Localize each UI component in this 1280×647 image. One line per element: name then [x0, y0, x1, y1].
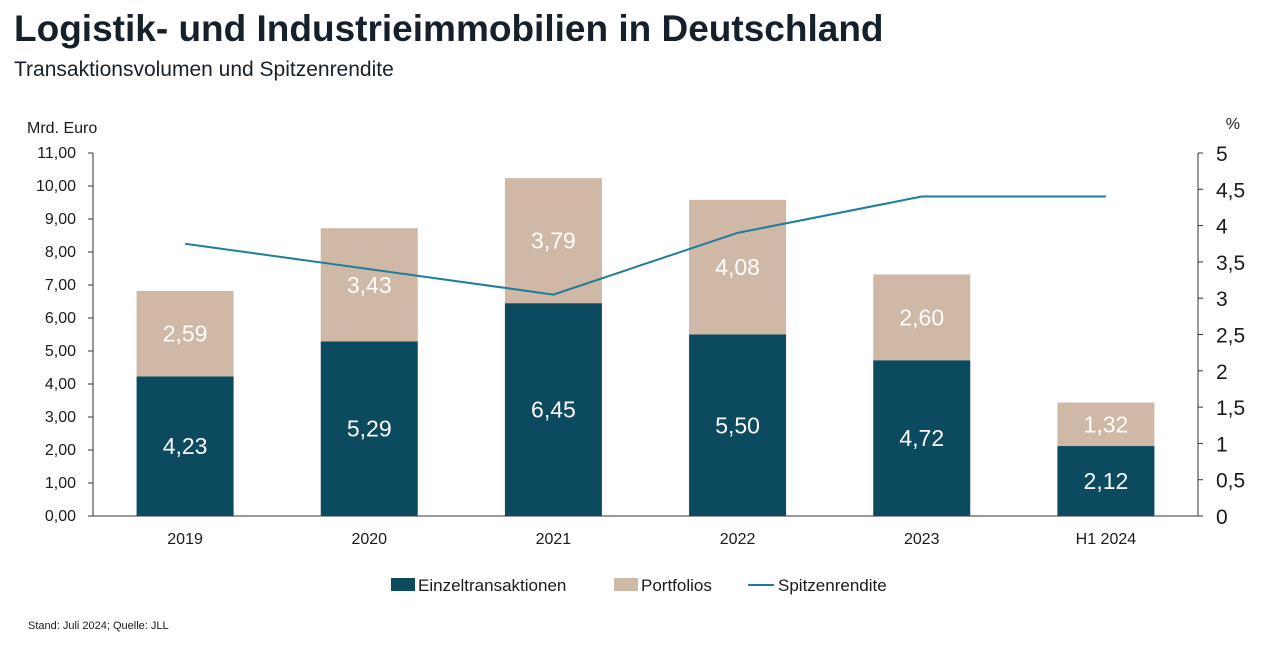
y-left-tick-label: 4,00	[45, 376, 76, 393]
y-right-tick-label: 0,5	[1216, 470, 1245, 493]
data-label-portfolios: 3,43	[347, 272, 392, 298]
bar-portfolios	[689, 199, 787, 335]
data-label-portfolios: 3,79	[531, 228, 576, 254]
bar-portfolios	[1057, 402, 1155, 447]
chart-subtitle: Transaktionsvolumen und Spitzenrendite	[14, 58, 394, 81]
bar-portfolios	[136, 290, 234, 377]
y-right-tick-label: 1,5	[1216, 397, 1245, 420]
y-left-tick-label: 7,00	[45, 277, 76, 294]
y-left-tick-label: 6,00	[45, 310, 76, 327]
y-left-tick-label: 10,00	[36, 178, 76, 195]
data-label-einzeltransaktionen: 4,72	[899, 425, 944, 451]
x-tick-label: 2022	[720, 531, 756, 548]
y-right-tick-label: 1	[1216, 433, 1228, 456]
y-right-tick-label: 0	[1216, 506, 1228, 529]
x-tick-label: 2021	[536, 531, 572, 548]
y-right-tick-label: 4,5	[1216, 179, 1245, 202]
x-tick-label: 2023	[904, 531, 940, 548]
legend-einzeltransaktionen-label: Einzeltransaktionen	[418, 576, 566, 595]
bar-einzeltransaktionen	[1057, 446, 1155, 516]
x-tick-label: 2019	[167, 531, 203, 548]
legend-einzeltransaktionen-swatch	[391, 578, 415, 591]
y-left-tick-label: 1,00	[45, 475, 76, 492]
y-left-tick-label: 9,00	[45, 211, 76, 228]
legend-spitzenrendite-label: Spitzenrendite	[778, 576, 887, 595]
data-label-portfolios: 2,59	[163, 321, 208, 347]
data-label-einzeltransaktionen: 2,12	[1084, 468, 1129, 494]
line-spitzenrendite	[184, 195, 1106, 296]
y-right-tick-label: 4	[1216, 216, 1228, 239]
data-label-einzeltransaktionen: 5,50	[715, 412, 760, 438]
y-left-tick-label: 5,00	[45, 343, 76, 360]
chart-title: Logistik- und Industrieimmobilien in Deu…	[14, 8, 884, 49]
data-label-einzeltransaktionen: 4,23	[163, 433, 208, 459]
data-label-portfolios: 2,60	[899, 304, 944, 330]
data-label-portfolios: 4,08	[715, 254, 760, 280]
y-right-tick-label: 5	[1216, 143, 1228, 166]
x-tick-label: H1 2024	[1076, 531, 1137, 548]
y-axis-right-label: %	[1226, 116, 1240, 133]
bar-einzeltransaktionen	[504, 303, 602, 516]
x-tick-label: 2020	[351, 531, 387, 548]
bar-portfolios	[320, 228, 418, 342]
legend-portfolios-swatch	[614, 578, 638, 591]
y-right-tick-label: 3,5	[1216, 252, 1245, 275]
y-left-tick-label: 2,00	[45, 442, 76, 459]
legend-portfolios-label: Portfolios	[641, 576, 712, 595]
y-left-tick-label: 8,00	[45, 244, 76, 261]
y-right-tick-label: 3	[1216, 288, 1228, 311]
y-right-tick-label: 2	[1216, 361, 1228, 384]
data-label-portfolios: 1,32	[1084, 411, 1129, 437]
bar-einzeltransaktionen	[320, 341, 418, 516]
source-note: Stand: Juli 2024; Quelle: JLL	[28, 620, 169, 632]
y-left-tick-label: 3,00	[45, 409, 76, 426]
y-axis-left-label: Mrd. Euro	[27, 120, 97, 137]
y-right-tick-label: 2,5	[1216, 325, 1245, 348]
data-label-einzeltransaktionen: 6,45	[531, 397, 576, 423]
bar-portfolios	[504, 178, 602, 304]
bar-einzeltransaktionen	[136, 376, 234, 516]
data-label-einzeltransaktionen: 5,29	[347, 416, 392, 442]
y-left-tick-label: 11,00	[37, 145, 76, 162]
y-left-tick-label: 0,00	[45, 508, 76, 525]
bar-portfolios	[873, 274, 971, 361]
bar-einzeltransaktionen	[873, 360, 971, 516]
bar-einzeltransaktionen	[689, 334, 787, 516]
